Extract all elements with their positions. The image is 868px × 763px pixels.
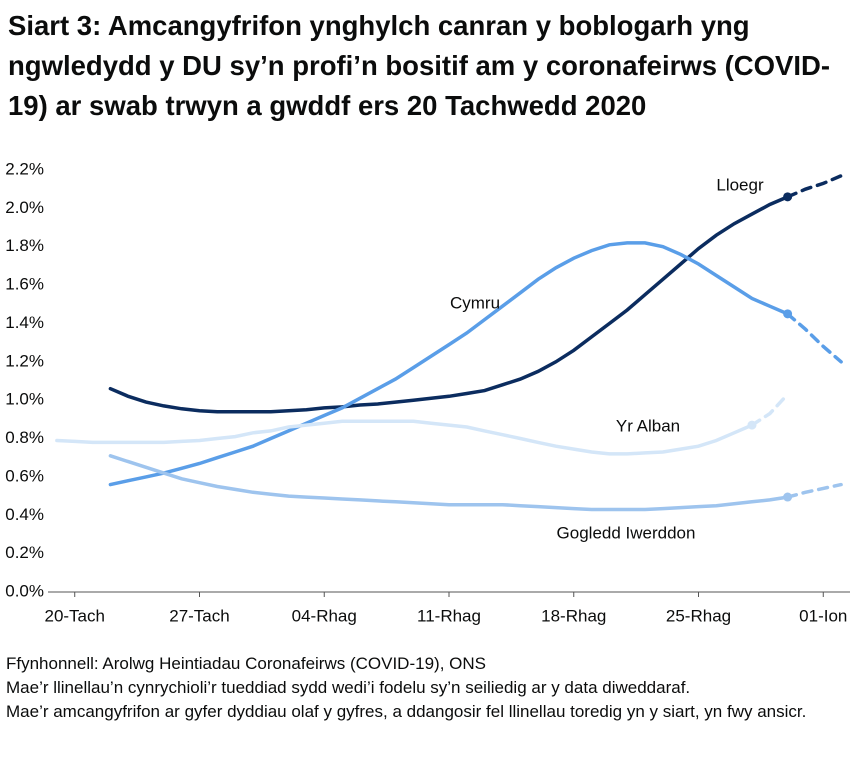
x-tick-label: 25-Rhag: [666, 606, 731, 625]
y-tick-label: 1.0%: [5, 390, 44, 409]
x-tick-label: 11-Rhag: [417, 606, 481, 625]
trend-line: [108, 454, 790, 512]
y-tick-label: 2.0%: [5, 198, 44, 217]
y-tick-label: 0.8%: [5, 428, 44, 447]
trend-line: [55, 419, 754, 456]
series-label: Lloegr: [716, 175, 764, 194]
marker: [783, 492, 793, 502]
marker: [783, 192, 793, 202]
trend-line: [108, 241, 790, 487]
x-tick-label: 27-Tach: [169, 606, 229, 625]
footnotes: Ffynhonnell: Arolwg Heintiadau Coronafei…: [6, 652, 866, 724]
y-tick-label: 0.0%: [5, 581, 44, 600]
y-tick-label: 0.6%: [5, 466, 44, 485]
series-label: Gogledd Iwerddon: [557, 523, 696, 542]
x-tick-label: 18-Rhag: [541, 606, 606, 625]
trend-line-estimate: [750, 392, 790, 427]
y-tick-label: 0.2%: [5, 543, 44, 562]
y-tick-label: 0.4%: [5, 505, 44, 524]
series-label: Cymru: [450, 293, 500, 312]
note: Mae’r amcangyfrifon ar gyfer dyddiau ola…: [6, 702, 807, 721]
y-tick-label: 1.8%: [5, 236, 44, 255]
trend-line: [108, 195, 790, 414]
series-label: Yr Alban: [616, 416, 680, 435]
x-tick-label: 04-Rhag: [292, 606, 357, 625]
note: Mae’r llinellau’n cynrychioli’r tueddiad…: [6, 678, 691, 697]
chart: 0.0% 0.2% 0.4% 0.6% 0.8% 1.0% 1.2% 1.4% 1.6% 1.8%…: [5, 159, 850, 625]
marker: [783, 309, 793, 319]
trend-line-estimate: [785, 174, 843, 199]
y-tick-label: 1.2%: [5, 351, 44, 370]
x-tick-label: 20-Tach: [44, 606, 104, 625]
trend-line-estimate: [785, 312, 843, 364]
chart-title: Siart 3: Amcangyfrifon ynghylch canran y…: [8, 10, 831, 121]
y-tick-label: 2.2%: [5, 159, 44, 178]
y-tick-label: 1.4%: [5, 313, 44, 332]
y-tick-label: 1.6%: [5, 275, 44, 294]
x-tick-label: 01-Ion: [799, 606, 847, 625]
marker: [747, 420, 757, 430]
trend-line-estimate: [785, 482, 843, 499]
source: Ffynhonnell: Arolwg Heintiadau Coronafei…: [6, 654, 486, 673]
